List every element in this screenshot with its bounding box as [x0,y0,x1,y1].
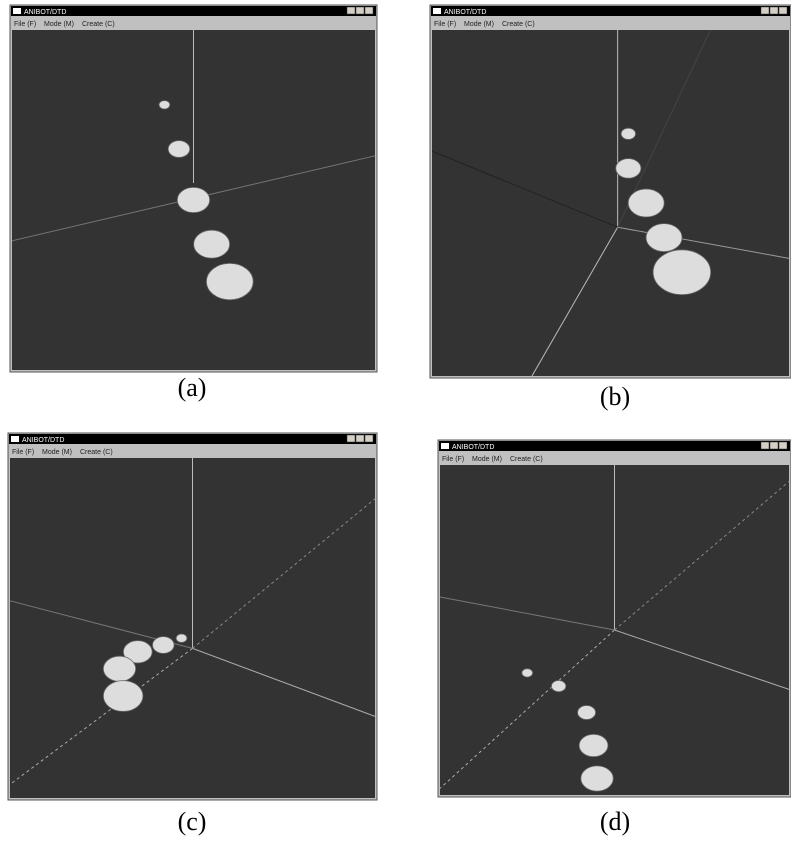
model-segment [578,706,596,720]
model-segment [206,263,253,299]
model-segment [153,637,175,654]
window-button-max[interactable] [356,435,364,442]
model-segment [194,230,230,258]
caption: (a) [178,373,207,402]
menu-item[interactable]: Mode (M) [472,456,502,463]
caption: (c) [178,807,207,836]
window-button-close[interactable] [779,7,787,14]
model-segment [616,159,641,179]
caption: (b) [600,382,630,411]
window-title: ANIBOT/DTD [22,437,64,444]
model-segment [551,681,565,692]
model-segment [646,224,682,252]
model-segment [168,141,190,158]
window: ANIBOT/DTD File (F) Mode (M) Create (C) (b) [430,5,791,411]
window-button-close[interactable] [779,442,787,449]
window-button-close[interactable] [365,435,373,442]
window-button-min[interactable] [761,442,769,449]
model-segment [628,189,664,217]
menu-item[interactable]: Create (C) [82,21,115,28]
menu-item[interactable]: File (F) [14,21,36,28]
window: ANIBOT/DTD File (F) Mode (M) Create (C) (c) [8,433,377,836]
window-button-close[interactable] [365,7,373,14]
window-button-max[interactable] [770,442,778,449]
menu-item[interactable]: File (F) [442,456,464,463]
window-button-min[interactable] [761,7,769,14]
window-icon [433,8,441,14]
menu-item[interactable]: Create (C) [510,456,543,463]
window-button-max[interactable] [770,7,778,14]
page: ANIBOT/DTDFile (F)Mode (M)Create (C)(a)A… [0,0,791,845]
window-icon [13,8,21,14]
menu-item[interactable]: Create (C) [502,21,535,28]
menu-item[interactable]: Create (C) [80,449,113,456]
figure: ANIBOT/DTDFile (F)Mode (M)Create (C)(a)A… [0,0,791,845]
window-button-min[interactable] [347,435,355,442]
model-segment [579,734,608,756]
model-segment [176,634,187,642]
window: ANIBOT/DTD File (F) Mode (M) Create (C) (a) [10,5,377,402]
model-segment [177,187,209,212]
model-segment [159,101,170,109]
menu-item[interactable]: Mode (M) [42,449,72,456]
caption: (d) [600,807,630,836]
model-segment [103,681,143,712]
model-segment [103,656,135,681]
menu-item[interactable]: File (F) [12,449,34,456]
window-button-min[interactable] [347,7,355,14]
window-button-max[interactable] [356,7,364,14]
menu-item[interactable]: File (F) [434,21,456,28]
model-segment [522,669,533,677]
model-segment [581,766,613,791]
window-icon [11,436,19,442]
window: ANIBOT/DTD File (F) Mode (M) Create (C) (d) [438,440,791,836]
window-title: ANIBOT/DTD [444,9,486,16]
viewport [432,30,789,376]
menu-item[interactable]: Mode (M) [44,21,74,28]
model-segment [653,250,711,295]
window-icon [441,443,449,449]
menu-item[interactable]: Mode (M) [464,21,494,28]
window-title: ANIBOT/DTD [24,9,66,16]
window-title: ANIBOT/DTD [452,444,494,451]
model-segment [621,128,635,139]
